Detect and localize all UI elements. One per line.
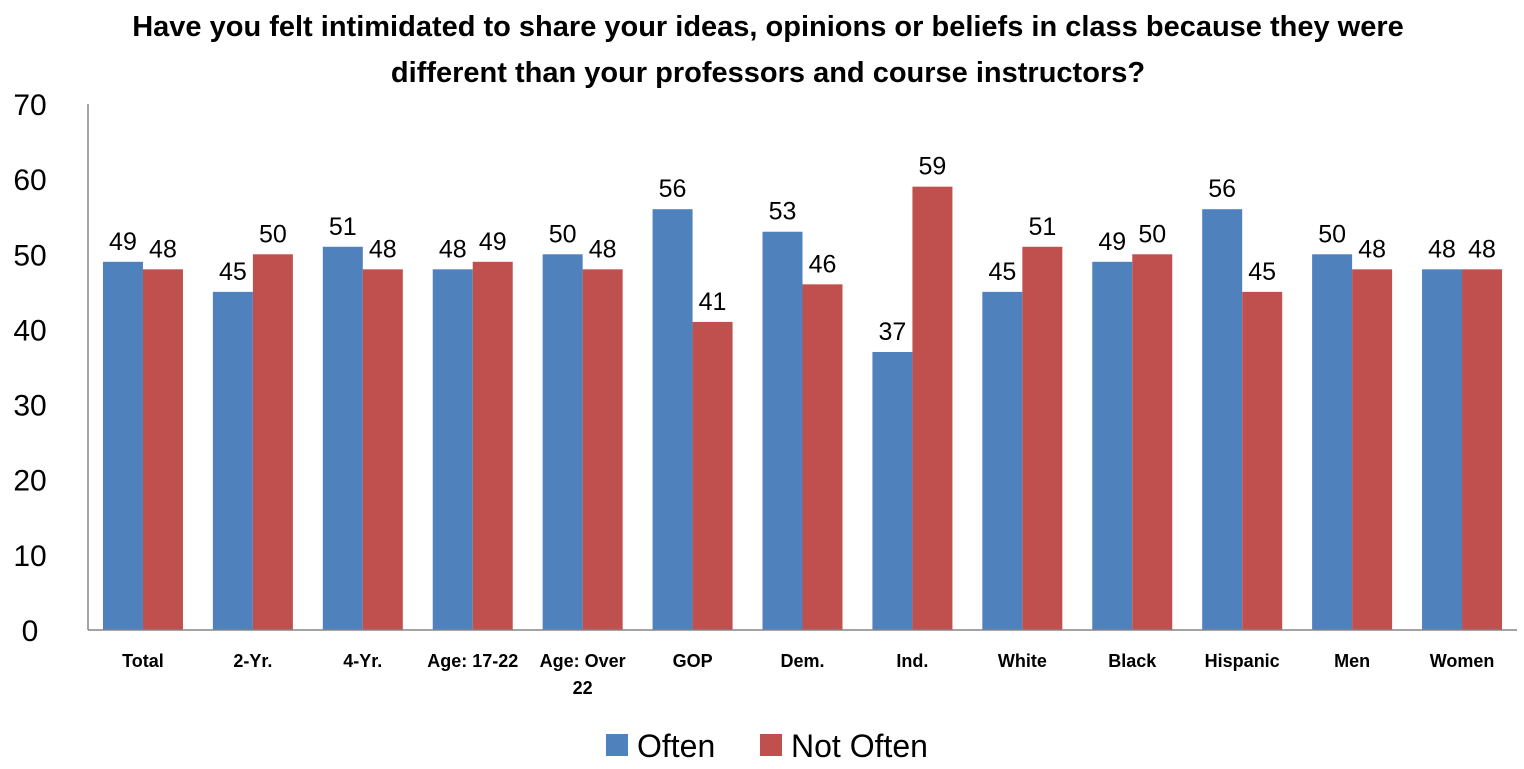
bar-not-often: [1242, 291, 1283, 630]
data-label: 48: [1428, 235, 1456, 263]
data-label: 45: [219, 258, 247, 286]
data-label: 50: [549, 220, 577, 248]
data-label: 49: [109, 228, 137, 256]
x-tick-label: 22: [573, 678, 593, 698]
bar-often: [982, 291, 1023, 630]
bar-often: [872, 351, 913, 630]
bar-often: [1422, 269, 1463, 630]
data-label: 53: [769, 198, 797, 226]
data-label: 48: [149, 235, 177, 263]
y-tick-label: 40: [13, 314, 46, 347]
chart-title-line: different than your professors and cours…: [391, 57, 1145, 89]
data-label: 45: [988, 258, 1016, 286]
chart-title-line: Have you felt intimidated to share your …: [132, 11, 1404, 43]
data-label: 48: [1358, 235, 1386, 263]
x-tick-label: Women: [1430, 651, 1495, 671]
y-tick-label: 30: [13, 390, 46, 423]
legend-swatch-not-often: [760, 734, 782, 756]
data-label: 48: [369, 235, 397, 263]
y-tick-label: 70: [13, 89, 46, 122]
bar-not-often: [1022, 246, 1063, 630]
bar-not-often: [252, 254, 293, 631]
data-label: 49: [1098, 228, 1126, 256]
bar-often: [652, 209, 693, 630]
x-tick-label: 2-Yr.: [233, 651, 272, 671]
data-label: 48: [439, 235, 467, 263]
y-tick-label: 10: [13, 540, 46, 573]
y-tick-label: 60: [13, 164, 46, 197]
data-label: 50: [1138, 220, 1166, 248]
x-tick-label: Age: 17-22: [427, 651, 518, 671]
x-tick-label: GOP: [673, 651, 713, 671]
bar-not-often: [362, 269, 403, 630]
x-axis-ticks: Total 2-Yr. 4-Yr. Age: 17-22 Age: Over 22 GOP D…: [122, 651, 1494, 698]
x-tick-label: Dem.: [780, 651, 824, 671]
y-tick-label: 0: [22, 615, 39, 648]
bar-not-often: [912, 186, 953, 630]
data-label: 46: [809, 250, 837, 278]
bars: [102, 186, 1503, 631]
x-tick-label: Men: [1334, 651, 1370, 671]
data-label: 51: [329, 213, 357, 241]
data-label: 50: [1318, 220, 1346, 248]
x-tick-label: White: [998, 651, 1047, 671]
bar-not-often: [1132, 254, 1173, 631]
x-tick-label: 4-Yr.: [343, 651, 382, 671]
data-label: 41: [699, 288, 727, 316]
legend: Often Not Often: [606, 728, 928, 764]
data-label: 50: [259, 220, 287, 248]
bar-often: [1092, 261, 1133, 630]
chart-title: Have you felt intimidated to share your …: [132, 11, 1404, 89]
bar-often: [1312, 254, 1353, 631]
data-label: 59: [919, 153, 947, 181]
bar-often: [432, 269, 473, 630]
data-label: 56: [659, 175, 687, 203]
bar-often: [212, 291, 253, 630]
x-tick-label: Ind.: [896, 651, 928, 671]
data-label: 56: [1208, 175, 1236, 203]
legend-label: Often: [637, 728, 715, 764]
bar-not-often: [142, 269, 183, 630]
data-label: 51: [1028, 213, 1056, 241]
bar-often: [542, 254, 583, 631]
data-label: 48: [1468, 235, 1496, 263]
x-tick-label: Age: Over: [540, 651, 626, 671]
legend-label: Not Often: [791, 728, 928, 764]
bar-not-often: [582, 269, 623, 630]
bar-often: [762, 231, 803, 630]
bar-often: [1202, 209, 1243, 630]
bar-not-often: [1352, 269, 1393, 630]
bar-often: [102, 261, 143, 630]
x-tick-label: Total: [122, 651, 164, 671]
x-tick-label: Hispanic: [1205, 651, 1280, 671]
bar-not-often: [802, 284, 843, 630]
y-axis-ticks: 0 10 20 30 40 50 60 70: [13, 89, 46, 648]
data-label: 49: [479, 228, 507, 256]
data-label: 48: [589, 235, 617, 263]
y-tick-label: 20: [13, 465, 46, 498]
axes: [87, 104, 1517, 631]
data-label: 37: [879, 318, 907, 346]
data-labels: 49 48 45 50 51 48 48 49 50 48 56 41 53 46 37 59 45 51 49 50…: [109, 153, 1496, 346]
legend-swatch-often: [606, 734, 628, 756]
y-tick-label: 50: [13, 239, 46, 272]
bar-often: [322, 246, 363, 630]
bar-not-often: [1462, 269, 1503, 630]
data-label: 45: [1248, 258, 1276, 286]
x-tick-label: Black: [1108, 651, 1157, 671]
bar-not-often: [472, 261, 513, 630]
bar-not-often: [692, 321, 733, 630]
